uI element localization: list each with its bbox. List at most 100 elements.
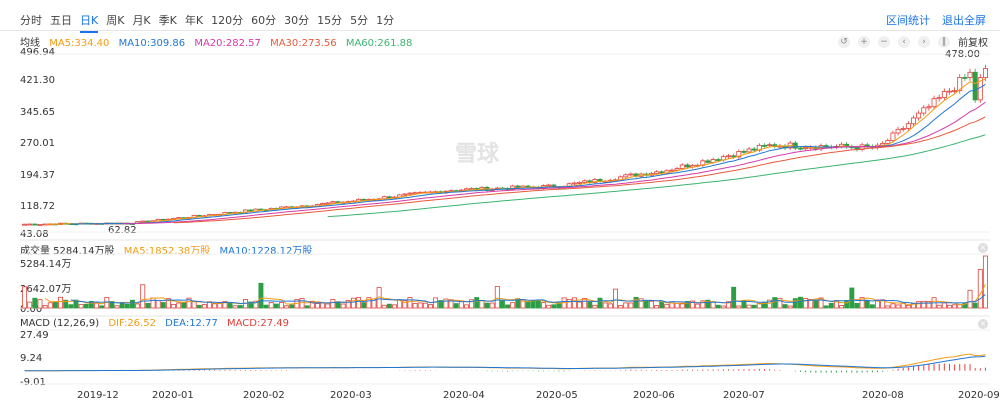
- volume-bar: [304, 305, 310, 309]
- tab-period[interactable]: 季K: [158, 14, 177, 27]
- volume-bar: [453, 303, 459, 309]
- tab-period[interactable]: 15分: [317, 14, 343, 27]
- volume-bar: [273, 303, 279, 309]
- tab-period[interactable]: 30分: [284, 14, 310, 27]
- volume-bar: [83, 303, 89, 309]
- volume-bar: [176, 302, 182, 309]
- macd-axis-label: 9.24: [20, 353, 43, 364]
- volume-bar: [428, 304, 433, 309]
- volume-bar: [571, 297, 577, 309]
- zoom-out-icon[interactable]: −: [878, 35, 890, 48]
- close-volume-icon[interactable]: ×: [978, 243, 988, 253]
- volume-bar: [32, 297, 38, 309]
- volume-bar: [27, 301, 33, 309]
- volume-bar: [648, 300, 654, 309]
- volume-bar: [58, 296, 64, 309]
- exit-fullscreen-link[interactable]: 退出全屏: [942, 14, 986, 27]
- candle-body: [967, 71, 973, 78]
- tab-period[interactable]: 五日: [50, 14, 72, 27]
- volume-bar: [73, 299, 79, 309]
- volume-bar: [448, 299, 454, 309]
- volume-bar: [957, 304, 963, 309]
- volume-bar: [68, 304, 74, 309]
- volume-bar: [541, 302, 547, 309]
- tab-period[interactable]: 周K: [106, 14, 125, 27]
- volume-bar: [597, 297, 603, 309]
- tab-period[interactable]: 分时: [20, 14, 42, 27]
- ma5-line: [45, 78, 986, 225]
- volume-bar: [695, 303, 701, 309]
- volume-bar: [941, 302, 947, 309]
- date-axis-label: 2020-02: [243, 390, 285, 401]
- candle-body: [684, 164, 690, 168]
- tab-period[interactable]: 日K: [80, 12, 99, 33]
- volume-bar: [99, 305, 105, 309]
- ma-label: 均线: [20, 38, 40, 49]
- volume-bar: [22, 286, 28, 309]
- candle-body: [37, 223, 43, 226]
- pause-icon[interactable]: ‖: [938, 35, 950, 48]
- tab-period[interactable]: 月K: [132, 14, 151, 27]
- tab-period[interactable]: 1分: [376, 14, 395, 27]
- volume-bar: [499, 300, 505, 309]
- scroll-left-icon[interactable]: ‹: [898, 35, 910, 48]
- ma20-line: [122, 101, 986, 225]
- volume-bar: [145, 302, 151, 309]
- candle-body: [905, 123, 911, 129]
- volume-bar: [967, 289, 973, 309]
- macd-value: MACD:27.49: [227, 318, 289, 329]
- volume-bar: [828, 302, 834, 309]
- close-macd-icon[interactable]: ×: [978, 319, 988, 329]
- candle-body: [946, 90, 952, 93]
- volume-bar: [47, 302, 53, 309]
- candle-body: [797, 147, 803, 150]
- tab-period[interactable]: 120分: [211, 14, 244, 27]
- candle-body: [746, 148, 752, 153]
- volume-bar: [839, 305, 845, 309]
- volume-bar: [248, 301, 254, 309]
- reset-icon[interactable]: ↺: [838, 35, 850, 48]
- volume-bar: [263, 304, 269, 309]
- volume-bar: [402, 300, 408, 309]
- price-axis-label: 43.08: [20, 229, 49, 240]
- volume-bar: [772, 297, 778, 309]
- tab-period[interactable]: 5分: [350, 14, 369, 27]
- volume-bar: [844, 300, 850, 309]
- volume-bar: [638, 298, 644, 309]
- interval-stats-link[interactable]: 区间统计: [886, 14, 930, 27]
- volume-bar: [130, 299, 135, 309]
- price-axis-label: 496.94: [20, 47, 55, 58]
- candle-body: [592, 179, 598, 184]
- volume-bar: [494, 285, 500, 309]
- candle-body: [756, 144, 762, 151]
- date-axis-label: 2020-06: [633, 390, 675, 401]
- tab-period[interactable]: 60分: [251, 14, 277, 27]
- candle-body: [726, 155, 731, 158]
- candle-body: [407, 192, 413, 195]
- volume-bar: [895, 304, 901, 309]
- volume-bar: [52, 301, 58, 309]
- scroll-right-icon[interactable]: ›: [918, 35, 930, 48]
- volume-bar: [232, 305, 238, 309]
- volume-bar: [535, 300, 541, 309]
- candle-body: [674, 168, 680, 171]
- tab-period[interactable]: 年K: [184, 14, 204, 27]
- volume-bar: [756, 302, 762, 309]
- volume-bar: [623, 302, 629, 309]
- volume-bar: [320, 302, 326, 309]
- candle-body: [715, 159, 721, 161]
- price-axis-label: 345.65: [20, 107, 55, 118]
- volume-bar: [643, 300, 649, 309]
- volume-bar: [140, 284, 146, 309]
- volume-bar: [345, 300, 351, 309]
- volume-bar: [818, 297, 824, 309]
- volume-bar: [407, 297, 413, 309]
- volume-bar: [746, 304, 752, 309]
- volume-bar: [654, 305, 660, 309]
- zoom-in-icon[interactable]: +: [858, 35, 870, 48]
- volume-bar: [212, 303, 218, 309]
- macd-axis-label: -9.01: [20, 377, 46, 388]
- adjust-dropdown[interactable]: 前复权: [958, 38, 988, 49]
- volume-bar: [412, 303, 418, 309]
